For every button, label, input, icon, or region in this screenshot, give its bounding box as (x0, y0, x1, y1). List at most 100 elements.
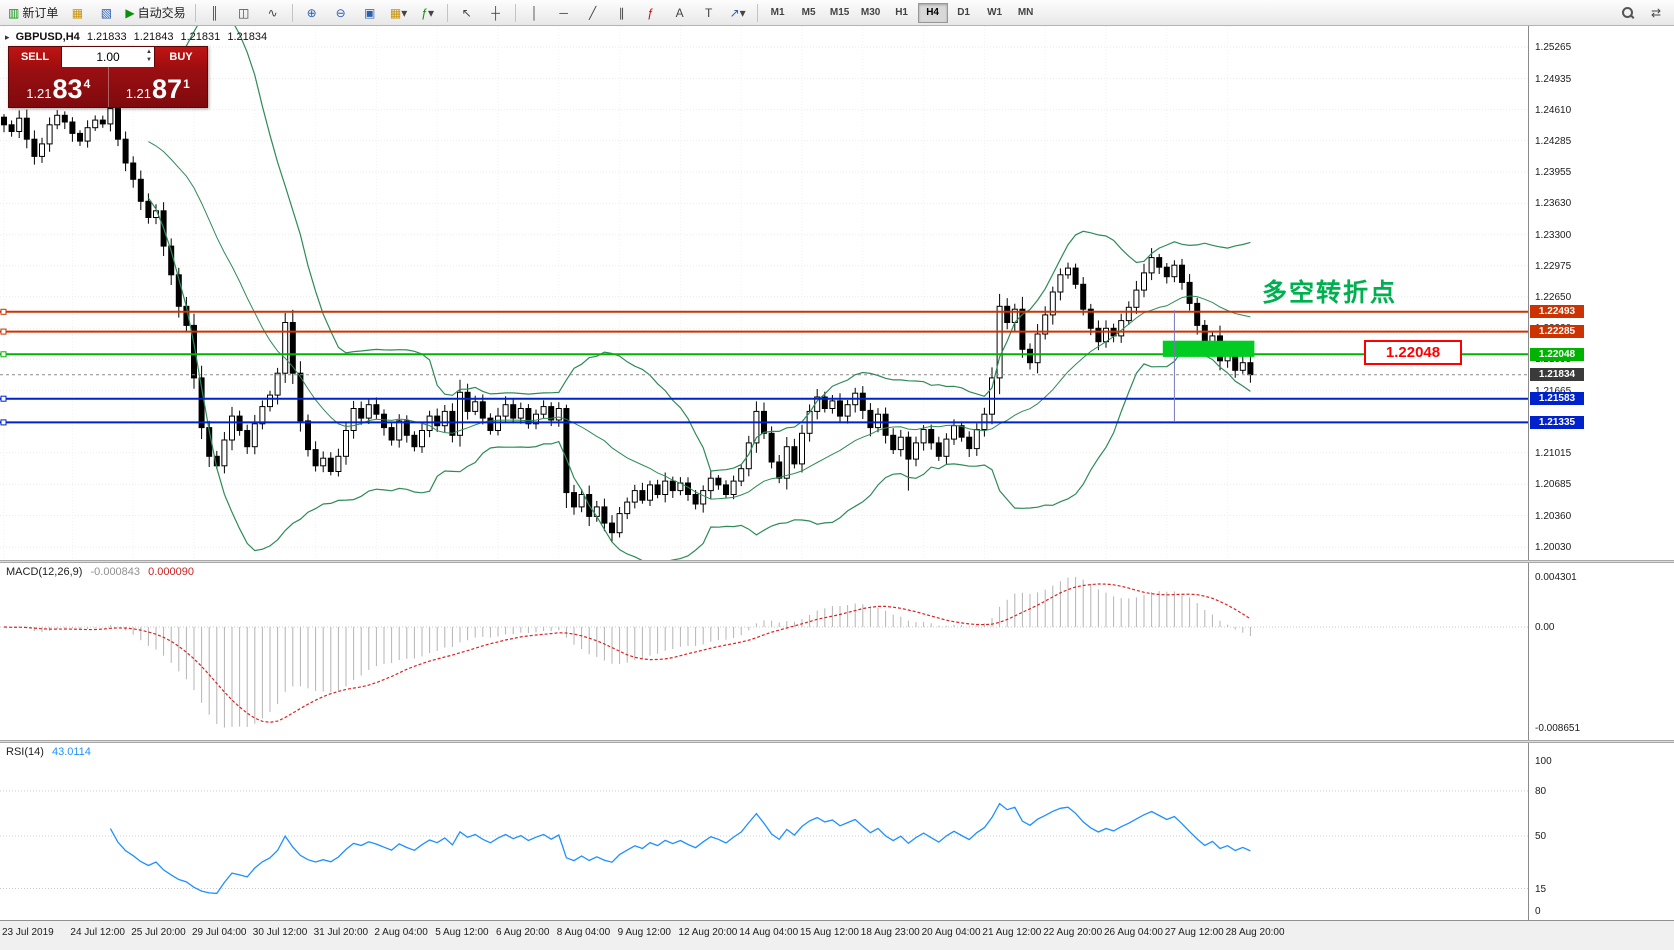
macd-panel[interactable] (0, 563, 1528, 740)
bar-chart-button[interactable]: ║ (201, 2, 229, 24)
text-icon: A (675, 5, 684, 20)
sell-price-pip: 4 (83, 77, 91, 91)
price-axis-label: 1.20685 (1535, 479, 1572, 491)
time-axis-label: 5 Aug 12:00 (435, 927, 489, 938)
profiles-button[interactable]: ▧ (92, 2, 120, 24)
crosshair-button[interactable]: ┼ (482, 2, 510, 24)
price-axis-label: 1.20030 (1535, 542, 1572, 553)
timeframe-h4[interactable]: H4 (917, 2, 948, 23)
toolbar-separator (514, 3, 516, 22)
new-chart-button[interactable]: ▦ ▾ (385, 2, 413, 24)
timeframe-d1[interactable]: D1 (957, 7, 970, 18)
timeframe-mn[interactable]: MN (1017, 7, 1034, 18)
price-axis: 1.25265 1.24935 1.24610 1.24285 1.23955 1.236… (1528, 26, 1674, 920)
rsi-label: RSI(14) 43.0114 (6, 746, 91, 758)
arrows-icon: ↗ (729, 5, 740, 20)
toolbar-separator (194, 3, 196, 22)
text-tool-button[interactable]: A (666, 2, 694, 24)
autotrade-button[interactable]: ▶ 自动交易 (121, 2, 189, 24)
rsi-line (109, 802, 1251, 895)
charts-button[interactable]: ▦ (63, 2, 91, 24)
new-order-button[interactable]: ▥ 新订单 (4, 2, 62, 24)
cursor-button[interactable]: ↖ (453, 2, 481, 24)
candlestick-button[interactable]: ◫ (230, 2, 258, 24)
timeframe-m30[interactable]: M30 (860, 7, 881, 18)
ohlc-info: ▸ GBPUSD,H4 1.21833 1.21843 1.21831 1.21… (5, 31, 271, 43)
search-icon (1621, 7, 1633, 18)
channel-button[interactable]: ∥ (608, 2, 636, 24)
rsi-panel[interactable] (0, 743, 1528, 920)
rsi-value: 43.0114 (51, 746, 91, 758)
buy-price-pip: 1 (183, 77, 190, 91)
sell-price-big: 83 (52, 74, 83, 104)
search-button[interactable] (1613, 2, 1641, 24)
macd-main-value: -0.000843 (90, 566, 141, 578)
rsi-levels (0, 790, 1528, 889)
timeframe-m15[interactable]: M15 (829, 7, 850, 18)
tile-windows-button[interactable]: ▣ (356, 2, 384, 24)
price-axis-label: 1.23955 (1535, 167, 1572, 179)
volume-input[interactable]: 1.00 ▲ ▼ (61, 47, 155, 67)
price-callout-box[interactable]: 1.22048 (1364, 340, 1462, 365)
horizontal-line-object-0[interactable] (0, 308, 1528, 315)
price-axis-label: 1.22975 (1535, 260, 1572, 272)
buy-price[interactable]: 1.21 87 1 (109, 67, 208, 107)
toolbar: ▥ 新订单 ▦ ▧ ▶ 自动交易 ║ ◫ ∿ ⊕ ⊖ ▣ (0, 0, 1674, 26)
price-axis-label: 1.24285 (1535, 135, 1572, 147)
stepper-down-icon[interactable]: ▼ (146, 57, 152, 63)
vertical-line-button[interactable]: │ (521, 2, 549, 24)
highlight-rectangle-object[interactable] (1162, 340, 1255, 357)
turning-point-annotation[interactable]: 多空转折点 (1262, 279, 1398, 307)
buy-button[interactable]: BUY (155, 47, 207, 67)
horizontal-line-object-3[interactable] (0, 395, 1528, 402)
timeframe-m5[interactable]: M5 (801, 7, 816, 18)
line-chart-button[interactable]: ∿ (259, 2, 287, 24)
macd-name: MACD(12,26,9) (6, 566, 83, 578)
timeframe-h1[interactable]: H1 (895, 7, 908, 18)
timeframe-w1[interactable]: W1 (987, 7, 1003, 18)
chart-menu-icon[interactable]: ▸ (5, 32, 10, 42)
time-axis-label: 8 Aug 04:00 (556, 927, 611, 938)
time-axis-label: 26 Aug 04:00 (1104, 927, 1163, 938)
horizontal-line-object-1[interactable] (0, 328, 1528, 335)
sell-price[interactable]: 1.21 83 4 (9, 67, 108, 107)
panel-splitter[interactable] (0, 740, 1674, 743)
main-chart[interactable] (0, 5, 1528, 563)
new-chart-icon: ▦ (389, 5, 402, 20)
price-axis-label: 1.24935 (1535, 73, 1572, 85)
high-value: 1.21843 (133, 31, 174, 43)
horizontal-line-object-4[interactable] (0, 419, 1528, 426)
cursor-icon: ↖ (461, 5, 472, 20)
fibonacci-button[interactable]: ƒ (637, 2, 665, 24)
chevron-down-icon: ▾ (401, 5, 408, 20)
trendline-icon: ╱ (588, 5, 597, 20)
symbol-period: GBPUSD,H4 (15, 31, 80, 43)
time-axis-label: 20 Aug 04:00 (921, 927, 981, 938)
time-axis-label: 14 Aug 04:00 (739, 927, 799, 938)
sell-button[interactable]: SELL (9, 47, 61, 67)
rsi-axis-label: 15 (1535, 883, 1547, 895)
arrows-tool-button[interactable]: ↗ ▾ (724, 2, 752, 24)
open-value: 1.21833 (86, 31, 127, 43)
label-tool-button[interactable]: T (695, 2, 723, 24)
autotrade-play-icon: ▶ (125, 5, 135, 20)
indicators-button[interactable]: ƒ ▾ (414, 2, 442, 24)
crosshair-icon: ┼ (491, 5, 500, 20)
label-icon: T (704, 5, 713, 20)
price-level-badge: 1.22493 (1530, 305, 1584, 319)
stepper-up-icon[interactable]: ▲ (146, 49, 152, 55)
new-order-icon: ▥ (8, 5, 20, 20)
volume-stepper[interactable]: ▲ ▼ (146, 48, 152, 64)
timeframe-m1[interactable]: M1 (770, 7, 785, 18)
horizontal-line-button[interactable]: ─ (550, 2, 578, 24)
chevron-down-icon: ▾ (427, 5, 434, 20)
zoom-in-button[interactable]: ⊕ (298, 2, 326, 24)
window-arrange-button[interactable]: ⇄ (1642, 2, 1670, 24)
zoom-out-button[interactable]: ⊖ (327, 2, 355, 24)
rsi-axis-label: 100 (1535, 756, 1552, 767)
horizontal-line-object-2[interactable] (0, 351, 1528, 358)
price-axis-label: 1.23630 (1535, 198, 1572, 210)
macd-axis-label: 0.00 (1535, 622, 1555, 633)
trendline-button[interactable]: ╱ (579, 2, 607, 24)
panel-splitter[interactable] (0, 560, 1674, 563)
